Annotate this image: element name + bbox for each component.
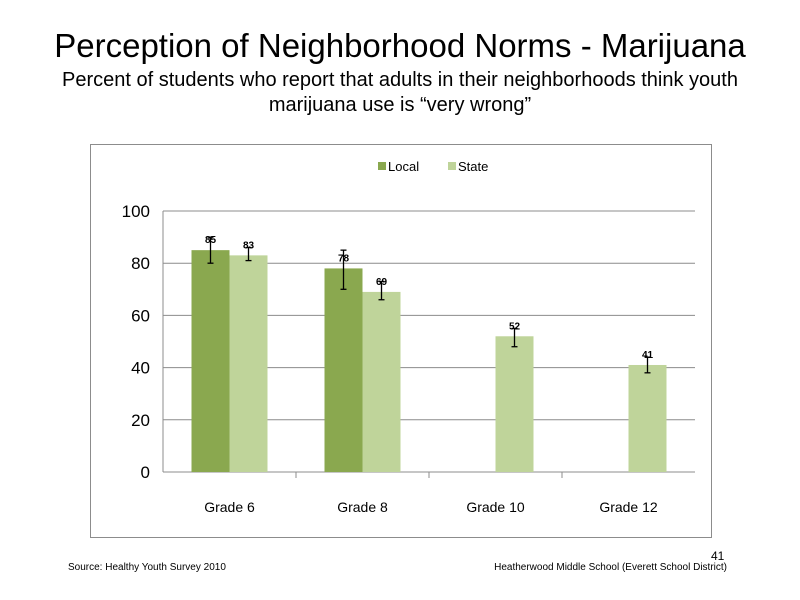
source-note: Source: Healthy Youth Survey 2010: [68, 562, 226, 573]
data-label: 85: [205, 235, 217, 246]
x-tick-label: Grade 10: [466, 499, 525, 515]
y-tick-label: 100: [122, 202, 150, 221]
x-tick-label: Grade 12: [599, 499, 658, 515]
data-label: 41: [642, 350, 654, 361]
slide-title: Perception of Neighborhood Norms - Marij…: [54, 27, 746, 64]
bar-local: [191, 250, 230, 472]
data-label: 52: [509, 321, 521, 332]
y-tick-label: 20: [131, 411, 150, 430]
legend-label-state: State: [458, 159, 488, 174]
x-tick-label: Grade 6: [204, 499, 255, 515]
bar-state: [495, 336, 534, 472]
legend-label-local: Local: [388, 159, 419, 174]
bar-local: [324, 268, 363, 472]
school-note: Heatherwood Middle School (Everett Schoo…: [494, 562, 727, 573]
bar-chart: 0 20 40 60 80 100 85 83 Grade 6 78 69 Grade 8 52 Grad…: [122, 159, 695, 515]
bar-state: [628, 364, 667, 472]
bar-state: [362, 291, 401, 472]
y-tick-label: 0: [141, 463, 150, 482]
chart-frame: 0 20 40 60 80 100 85 83 Grade 6 78 69 Grade 8 52 Grad…: [90, 144, 712, 538]
data-label: 69: [376, 277, 388, 288]
y-tick-label: 60: [131, 306, 150, 325]
data-label: 78: [338, 253, 350, 264]
y-tick-label: 80: [131, 254, 150, 273]
y-tick-label: 40: [131, 359, 150, 378]
page-number: 41: [711, 549, 725, 563]
legend-swatch-state: [448, 162, 456, 170]
data-label: 83: [243, 240, 255, 251]
bar-state: [229, 255, 268, 472]
x-tick-label: Grade 8: [337, 499, 388, 515]
legend-swatch-local: [378, 162, 386, 170]
slide-subtitle: Percent of students who report that adul…: [62, 69, 738, 116]
